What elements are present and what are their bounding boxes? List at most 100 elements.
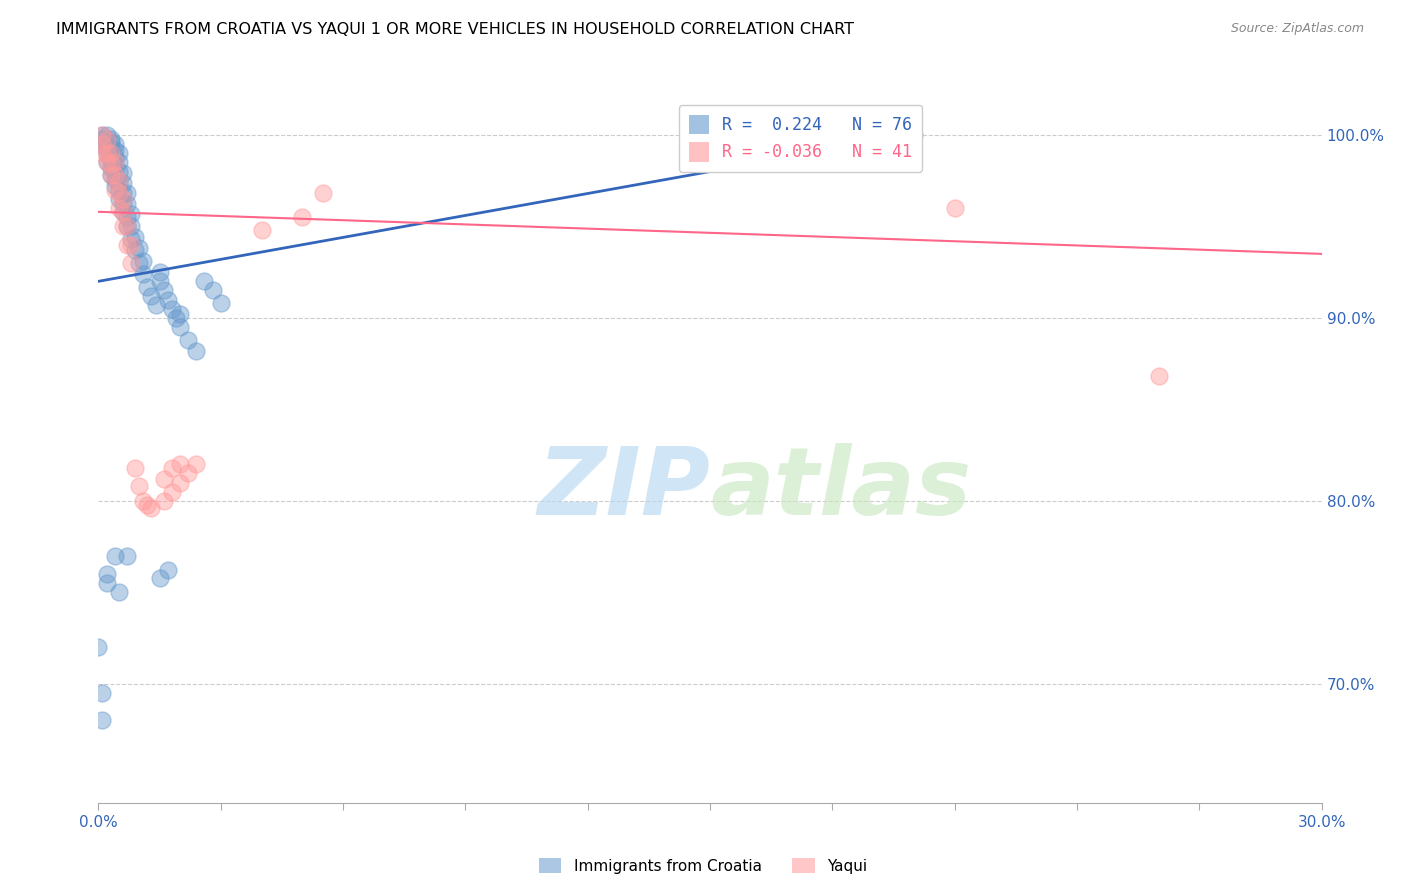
Point	[104, 157, 127, 171]
Point	[883, 131, 905, 145]
Point	[149, 571, 172, 585]
Point	[100, 146, 122, 161]
Point	[156, 563, 179, 577]
Point	[108, 201, 131, 215]
Point	[111, 192, 134, 206]
Point	[96, 146, 118, 161]
Point	[120, 237, 142, 252]
Point	[108, 183, 131, 197]
Point	[91, 137, 114, 152]
Point	[96, 133, 118, 147]
Point	[291, 211, 314, 225]
Point	[141, 501, 163, 516]
Point	[169, 307, 191, 321]
Point	[124, 230, 146, 244]
Point	[104, 137, 127, 152]
Point	[169, 458, 191, 472]
Point	[104, 183, 127, 197]
Point	[177, 467, 200, 481]
Point	[165, 310, 187, 325]
Point	[160, 301, 183, 316]
Point	[250, 223, 273, 237]
Point	[104, 179, 127, 194]
Point	[108, 192, 131, 206]
Point	[108, 146, 131, 161]
Point	[209, 296, 232, 310]
Point	[141, 289, 163, 303]
Point	[152, 494, 174, 508]
Point	[91, 686, 114, 700]
Point	[104, 155, 127, 169]
Point	[111, 176, 134, 190]
Point	[120, 219, 142, 234]
Point	[124, 461, 146, 475]
Point	[100, 168, 122, 182]
Point	[943, 201, 966, 215]
Point	[201, 284, 224, 298]
Point	[169, 475, 191, 490]
Point	[903, 128, 925, 142]
Point	[115, 237, 138, 252]
Point	[169, 320, 191, 334]
Point	[91, 128, 114, 142]
Text: Source: ZipAtlas.com: Source: ZipAtlas.com	[1230, 22, 1364, 36]
Point	[91, 137, 114, 152]
Point	[132, 254, 155, 268]
Point	[115, 219, 138, 234]
Point	[132, 494, 155, 508]
Point	[124, 244, 146, 258]
Point	[132, 267, 155, 281]
Point	[115, 197, 138, 211]
Point	[186, 343, 208, 358]
Point	[1147, 369, 1170, 384]
Point	[104, 143, 127, 157]
Point	[128, 241, 150, 255]
Point	[91, 714, 114, 728]
Point	[108, 186, 131, 201]
Point	[96, 141, 118, 155]
Point	[100, 153, 122, 168]
Point	[120, 256, 142, 270]
Point	[111, 204, 134, 219]
Point	[177, 333, 200, 347]
Point	[115, 549, 138, 563]
Point	[312, 186, 335, 201]
Point	[111, 186, 134, 201]
Point	[100, 161, 122, 175]
Point	[115, 186, 138, 201]
Point	[152, 472, 174, 486]
Point	[115, 219, 138, 234]
Point	[100, 168, 122, 182]
Point	[91, 128, 114, 142]
Text: IMMIGRANTS FROM CROATIA VS YAQUI 1 OR MORE VEHICLES IN HOUSEHOLD CORRELATION CHA: IMMIGRANTS FROM CROATIA VS YAQUI 1 OR MO…	[56, 22, 855, 37]
Point	[96, 133, 118, 147]
Point	[111, 195, 134, 210]
Point	[152, 284, 174, 298]
Point	[104, 549, 127, 563]
Point	[104, 164, 127, 178]
Point	[149, 274, 172, 288]
Point	[108, 174, 131, 188]
Legend: R =  0.224   N = 76, R = -0.036   N = 41: R = 0.224 N = 76, R = -0.036 N = 41	[679, 104, 922, 171]
Point	[136, 498, 159, 512]
Point	[108, 174, 131, 188]
Point	[91, 131, 114, 145]
Point	[186, 458, 208, 472]
Point	[108, 585, 131, 599]
Text: atlas: atlas	[710, 442, 972, 535]
Point	[120, 232, 142, 246]
Point	[91, 146, 114, 161]
Point	[96, 128, 118, 142]
Point	[104, 172, 127, 186]
Point	[104, 150, 127, 164]
Legend: Immigrants from Croatia, Yaqui: Immigrants from Croatia, Yaqui	[533, 852, 873, 880]
Point	[156, 293, 179, 307]
Point	[96, 146, 118, 161]
Text: ZIP: ZIP	[537, 442, 710, 535]
Point	[100, 146, 122, 161]
Point	[87, 640, 110, 655]
Point	[193, 274, 215, 288]
Point	[160, 461, 183, 475]
Point	[100, 135, 122, 149]
Point	[96, 155, 118, 169]
